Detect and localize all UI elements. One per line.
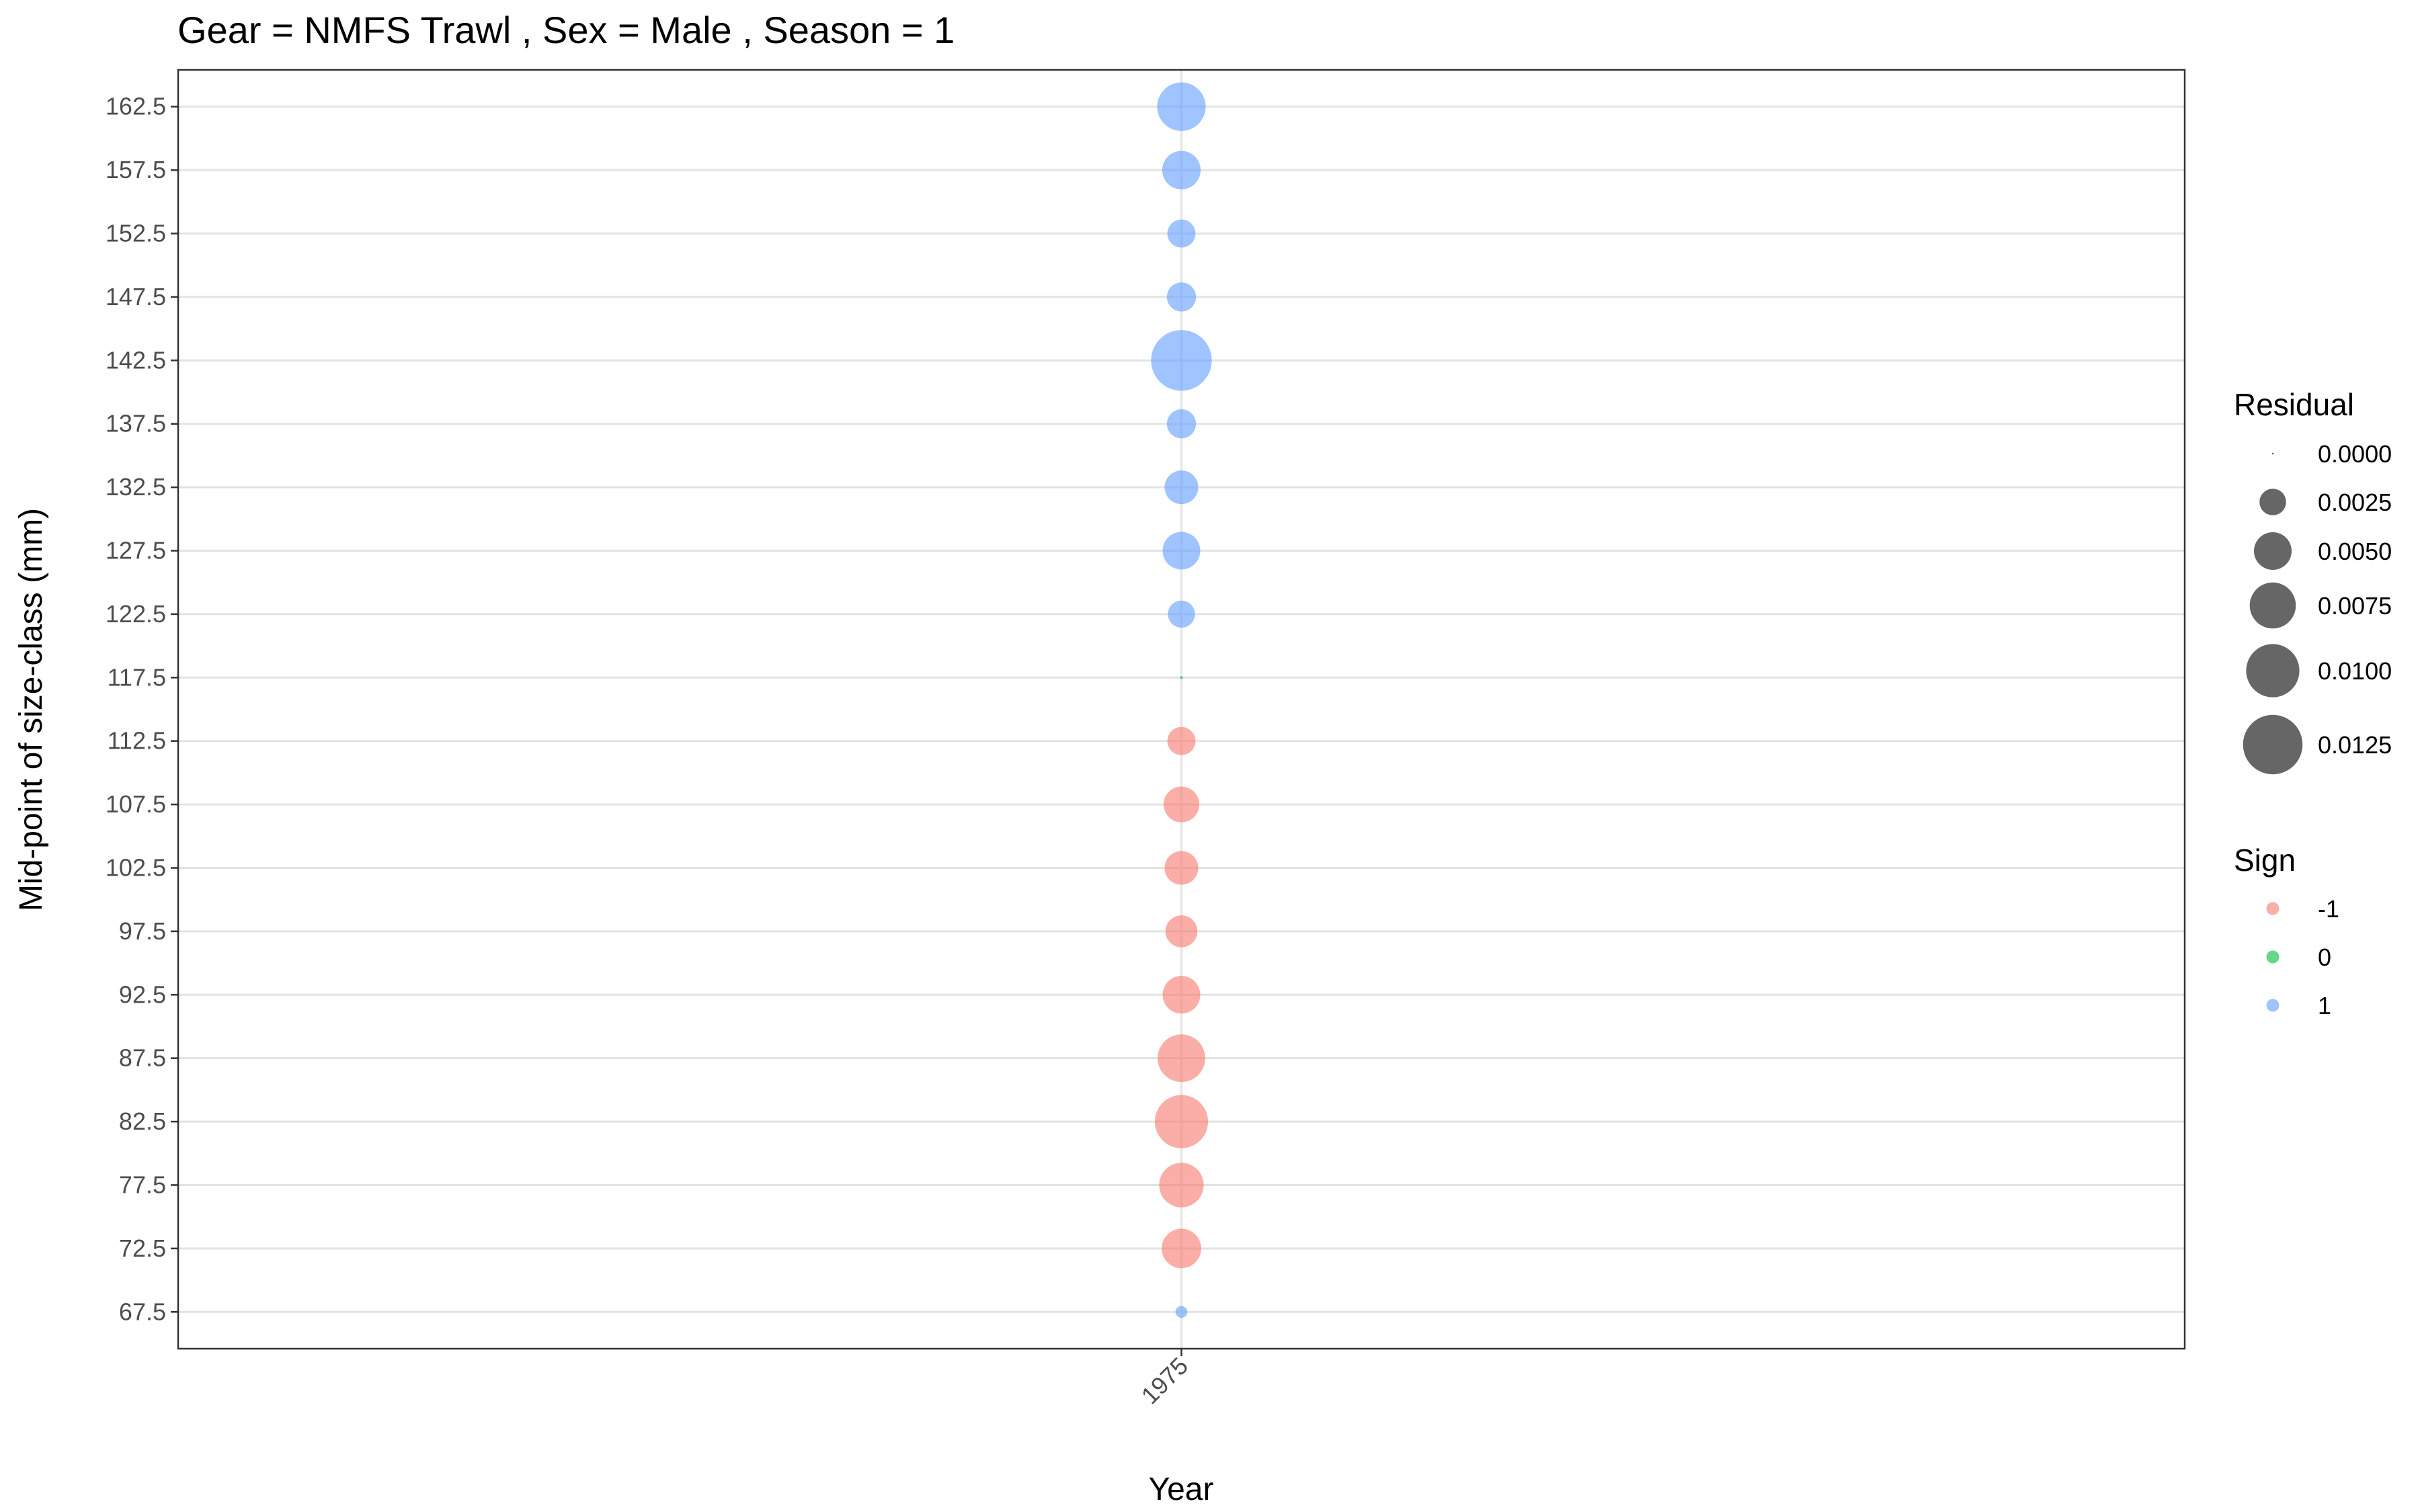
y-tick-label: 107.5 — [106, 790, 166, 818]
data-point — [1175, 1306, 1188, 1318]
y-tick-label: 132.5 — [106, 473, 166, 501]
legend-residual-key — [2246, 644, 2300, 698]
legend-sign-label: 0 — [2318, 943, 2331, 971]
y-tick-label: 157.5 — [106, 156, 166, 183]
data-point — [1165, 915, 1198, 948]
data-point — [1166, 282, 1197, 312]
y-tick-label: 127.5 — [106, 537, 166, 564]
data-point — [1162, 1228, 1201, 1269]
legend-title-residual: Residual — [2234, 387, 2354, 422]
data-point — [1158, 1034, 1205, 1083]
legend-sign-key — [2266, 950, 2280, 964]
data-point — [1164, 470, 1199, 505]
legend-residual-label: 0.0025 — [2318, 489, 2392, 516]
legend-title-sign: Sign — [2234, 843, 2296, 878]
y-tick-label: 122.5 — [106, 600, 166, 628]
data-point — [1162, 976, 1201, 1014]
legend-residual-key — [2259, 489, 2286, 515]
data-point — [1157, 82, 1206, 131]
legend-residual-key — [2249, 582, 2296, 629]
y-tick-label: 82.5 — [119, 1107, 166, 1135]
data-point — [1154, 1095, 1209, 1148]
data-point — [1162, 532, 1201, 570]
legend-residual-label: 0.0000 — [2318, 440, 2392, 468]
y-tick-label: 87.5 — [119, 1044, 166, 1072]
y-tick-label: 102.5 — [106, 853, 166, 881]
x-axis-title: Year — [1149, 1472, 1214, 1507]
data-point — [1159, 1163, 1204, 1208]
legend-sign-keys: -1 0 1 — [2266, 895, 2339, 1019]
legend-residual-label: 0.0125 — [2318, 731, 2392, 759]
y-tick-label: 162.5 — [106, 93, 166, 120]
y-tick-label: 112.5 — [108, 727, 166, 755]
legend-residual-keys: 0.0000 0.0025 0.0050 0.0075 0.0100 0.0125 — [2243, 440, 2392, 775]
legend-residual-key — [2271, 452, 2274, 455]
data-point — [1167, 219, 1196, 248]
legend-residual-key — [2254, 532, 2292, 570]
data-point — [1167, 726, 1196, 755]
data-point — [1151, 330, 1212, 391]
y-tick-label: 97.5 — [119, 917, 166, 945]
y-tick-label: 67.5 — [119, 1298, 166, 1325]
legend-residual-key — [2243, 714, 2303, 775]
chart-title: Gear = NMFS Trawl , Sex = Male , Season … — [177, 9, 955, 51]
y-tick-label: 77.5 — [119, 1171, 166, 1198]
data-point — [1163, 786, 1200, 823]
legend-sign-label: 1 — [2318, 992, 2331, 1019]
data-points — [1151, 82, 1212, 1318]
y-tick-label: 72.5 — [119, 1234, 166, 1262]
y-tick-label: 152.5 — [106, 220, 166, 247]
legend-sign-key — [2266, 902, 2280, 915]
legend-residual-label: 0.0050 — [2318, 538, 2392, 565]
legend-residual-label: 0.0075 — [2318, 592, 2392, 620]
legend-sign-key — [2266, 999, 2280, 1012]
data-point — [1164, 851, 1199, 885]
y-tick-label: 92.5 — [119, 980, 166, 1008]
y-axis-title: Mid-point of size-class (mm) — [13, 508, 49, 911]
legend-residual-label: 0.0100 — [2318, 657, 2392, 685]
legend-sign-label: -1 — [2318, 895, 2339, 923]
y-tick-label: 117.5 — [108, 663, 166, 691]
y-tick-label: 147.5 — [106, 283, 166, 310]
axes: 67.5 72.5 77.5 82.5 87.5 92.5 97.5 102.5 107.5 11… — [106, 93, 1193, 1410]
y-tick-label: 137.5 — [106, 410, 166, 437]
data-point — [1166, 409, 1197, 439]
data-point — [1168, 600, 1195, 628]
data-point — [1162, 151, 1201, 190]
data-point — [1180, 676, 1183, 679]
legend: Residual 0.00000.00250.00500.00750.01000… — [2234, 387, 2392, 1019]
y-tick-label: 142.5 — [106, 346, 166, 374]
